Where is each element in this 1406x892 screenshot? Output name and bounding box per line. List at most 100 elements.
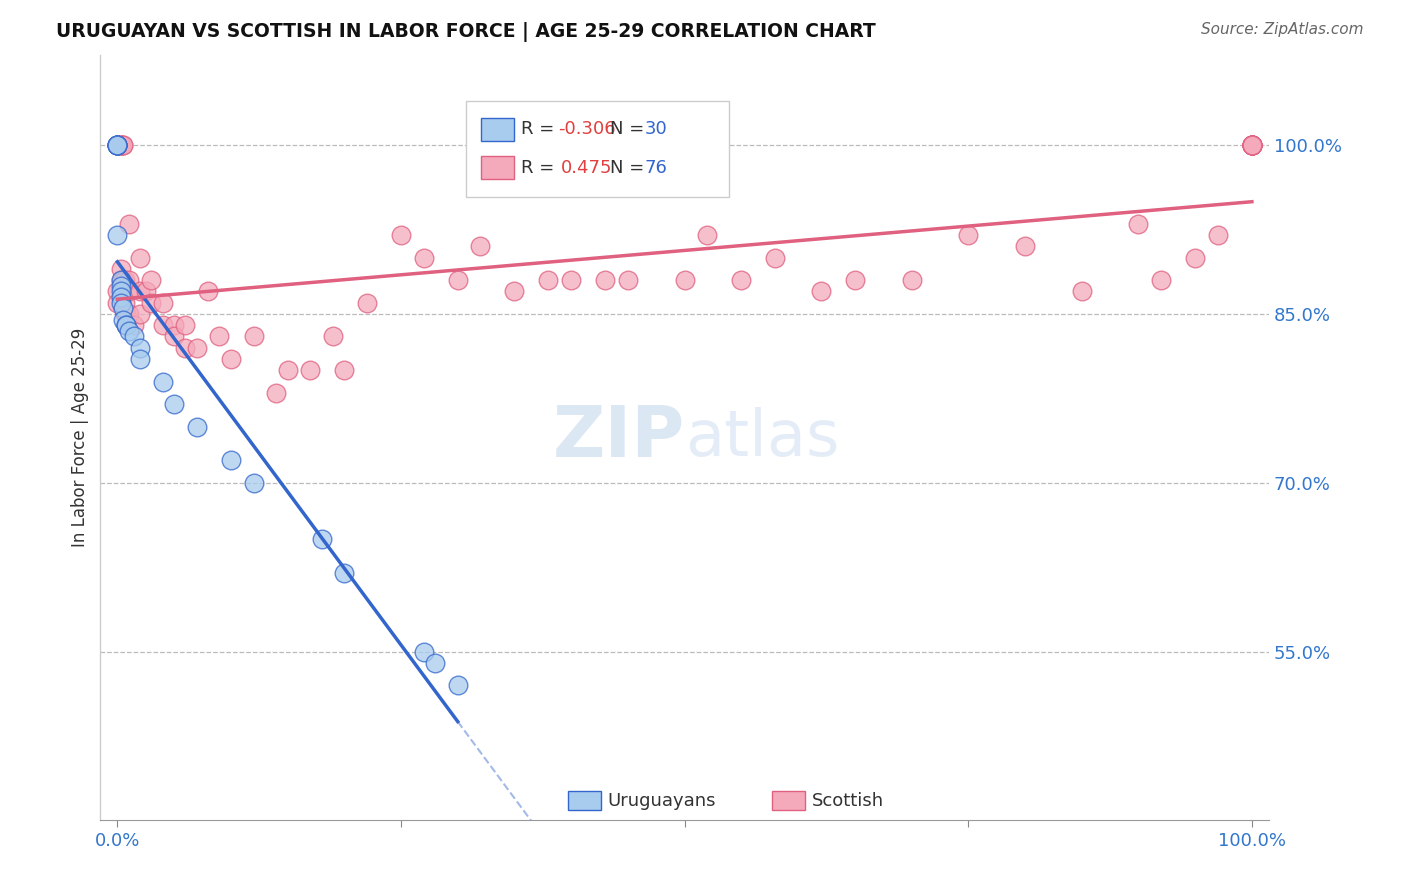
- Point: [152, 375, 174, 389]
- Point: [957, 228, 980, 243]
- Point: [763, 251, 786, 265]
- Point: [110, 273, 132, 287]
- Point: [1070, 285, 1092, 299]
- Point: [163, 397, 186, 411]
- Point: [115, 318, 138, 333]
- Text: N =: N =: [610, 159, 650, 177]
- Point: [118, 285, 141, 299]
- Point: [219, 351, 242, 366]
- FancyBboxPatch shape: [467, 101, 730, 197]
- Point: [129, 351, 152, 366]
- Text: -0.306: -0.306: [558, 120, 616, 138]
- Point: [129, 307, 152, 321]
- Point: [110, 138, 132, 153]
- Text: ZIP: ZIP: [553, 403, 685, 472]
- Point: [112, 138, 135, 153]
- Point: [1240, 138, 1263, 153]
- Point: [110, 285, 132, 299]
- Point: [299, 363, 322, 377]
- Point: [1240, 138, 1263, 153]
- Point: [163, 329, 186, 343]
- Point: [470, 239, 492, 253]
- Point: [129, 341, 152, 355]
- Point: [135, 285, 157, 299]
- Point: [810, 285, 832, 299]
- Point: [696, 228, 718, 243]
- Point: [115, 318, 138, 333]
- Point: [242, 475, 264, 490]
- Point: [447, 678, 470, 692]
- FancyBboxPatch shape: [772, 791, 806, 811]
- Point: [129, 285, 152, 299]
- Point: [124, 318, 146, 333]
- Text: R =: R =: [522, 159, 565, 177]
- Point: [110, 295, 132, 310]
- Point: [105, 138, 128, 153]
- Point: [242, 329, 264, 343]
- Point: [105, 138, 128, 153]
- Point: [1206, 228, 1229, 243]
- Point: [1240, 138, 1263, 153]
- Point: [118, 217, 141, 231]
- Point: [412, 251, 434, 265]
- Point: [186, 341, 208, 355]
- Point: [114, 307, 136, 321]
- Point: [1240, 138, 1263, 153]
- Text: Uruguayans: Uruguayans: [607, 792, 716, 810]
- Point: [412, 645, 434, 659]
- Point: [174, 318, 197, 333]
- Point: [115, 318, 138, 333]
- Point: [333, 363, 356, 377]
- Point: [110, 262, 132, 277]
- Point: [673, 273, 696, 287]
- Point: [1128, 217, 1150, 231]
- Point: [333, 566, 356, 580]
- FancyBboxPatch shape: [481, 118, 515, 141]
- Point: [560, 273, 582, 287]
- FancyBboxPatch shape: [568, 791, 600, 811]
- Point: [1150, 273, 1173, 287]
- Point: [593, 273, 616, 287]
- Point: [105, 285, 128, 299]
- Point: [105, 228, 128, 243]
- Point: [356, 295, 378, 310]
- Point: [197, 285, 219, 299]
- Point: [115, 307, 138, 321]
- Point: [423, 656, 446, 670]
- Point: [110, 138, 132, 153]
- Text: atlas: atlas: [685, 407, 839, 469]
- Point: [389, 228, 412, 243]
- Y-axis label: In Labor Force | Age 25-29: In Labor Force | Age 25-29: [72, 328, 89, 548]
- Text: 30: 30: [645, 120, 668, 138]
- Text: 76: 76: [645, 159, 668, 177]
- Point: [152, 318, 174, 333]
- Point: [1240, 138, 1263, 153]
- Point: [112, 273, 135, 287]
- Point: [118, 324, 141, 338]
- Point: [186, 419, 208, 434]
- Point: [264, 385, 287, 400]
- Point: [112, 312, 135, 326]
- Text: R =: R =: [522, 120, 560, 138]
- Point: [1240, 138, 1263, 153]
- Point: [447, 273, 470, 287]
- Point: [208, 329, 231, 343]
- Point: [1240, 138, 1263, 153]
- Point: [114, 295, 136, 310]
- FancyBboxPatch shape: [481, 156, 515, 179]
- Point: [322, 329, 344, 343]
- Point: [110, 138, 132, 153]
- Point: [105, 138, 128, 153]
- Point: [112, 301, 135, 316]
- Point: [503, 285, 526, 299]
- Point: [1184, 251, 1206, 265]
- Point: [118, 307, 141, 321]
- Text: Scottish: Scottish: [813, 792, 884, 810]
- Text: URUGUAYAN VS SCOTTISH IN LABOR FORCE | AGE 25-29 CORRELATION CHART: URUGUAYAN VS SCOTTISH IN LABOR FORCE | A…: [56, 22, 876, 42]
- Point: [1240, 138, 1263, 153]
- Point: [110, 273, 132, 287]
- Point: [277, 363, 299, 377]
- Text: 0.475: 0.475: [561, 159, 612, 177]
- Point: [110, 278, 132, 293]
- Point: [129, 251, 152, 265]
